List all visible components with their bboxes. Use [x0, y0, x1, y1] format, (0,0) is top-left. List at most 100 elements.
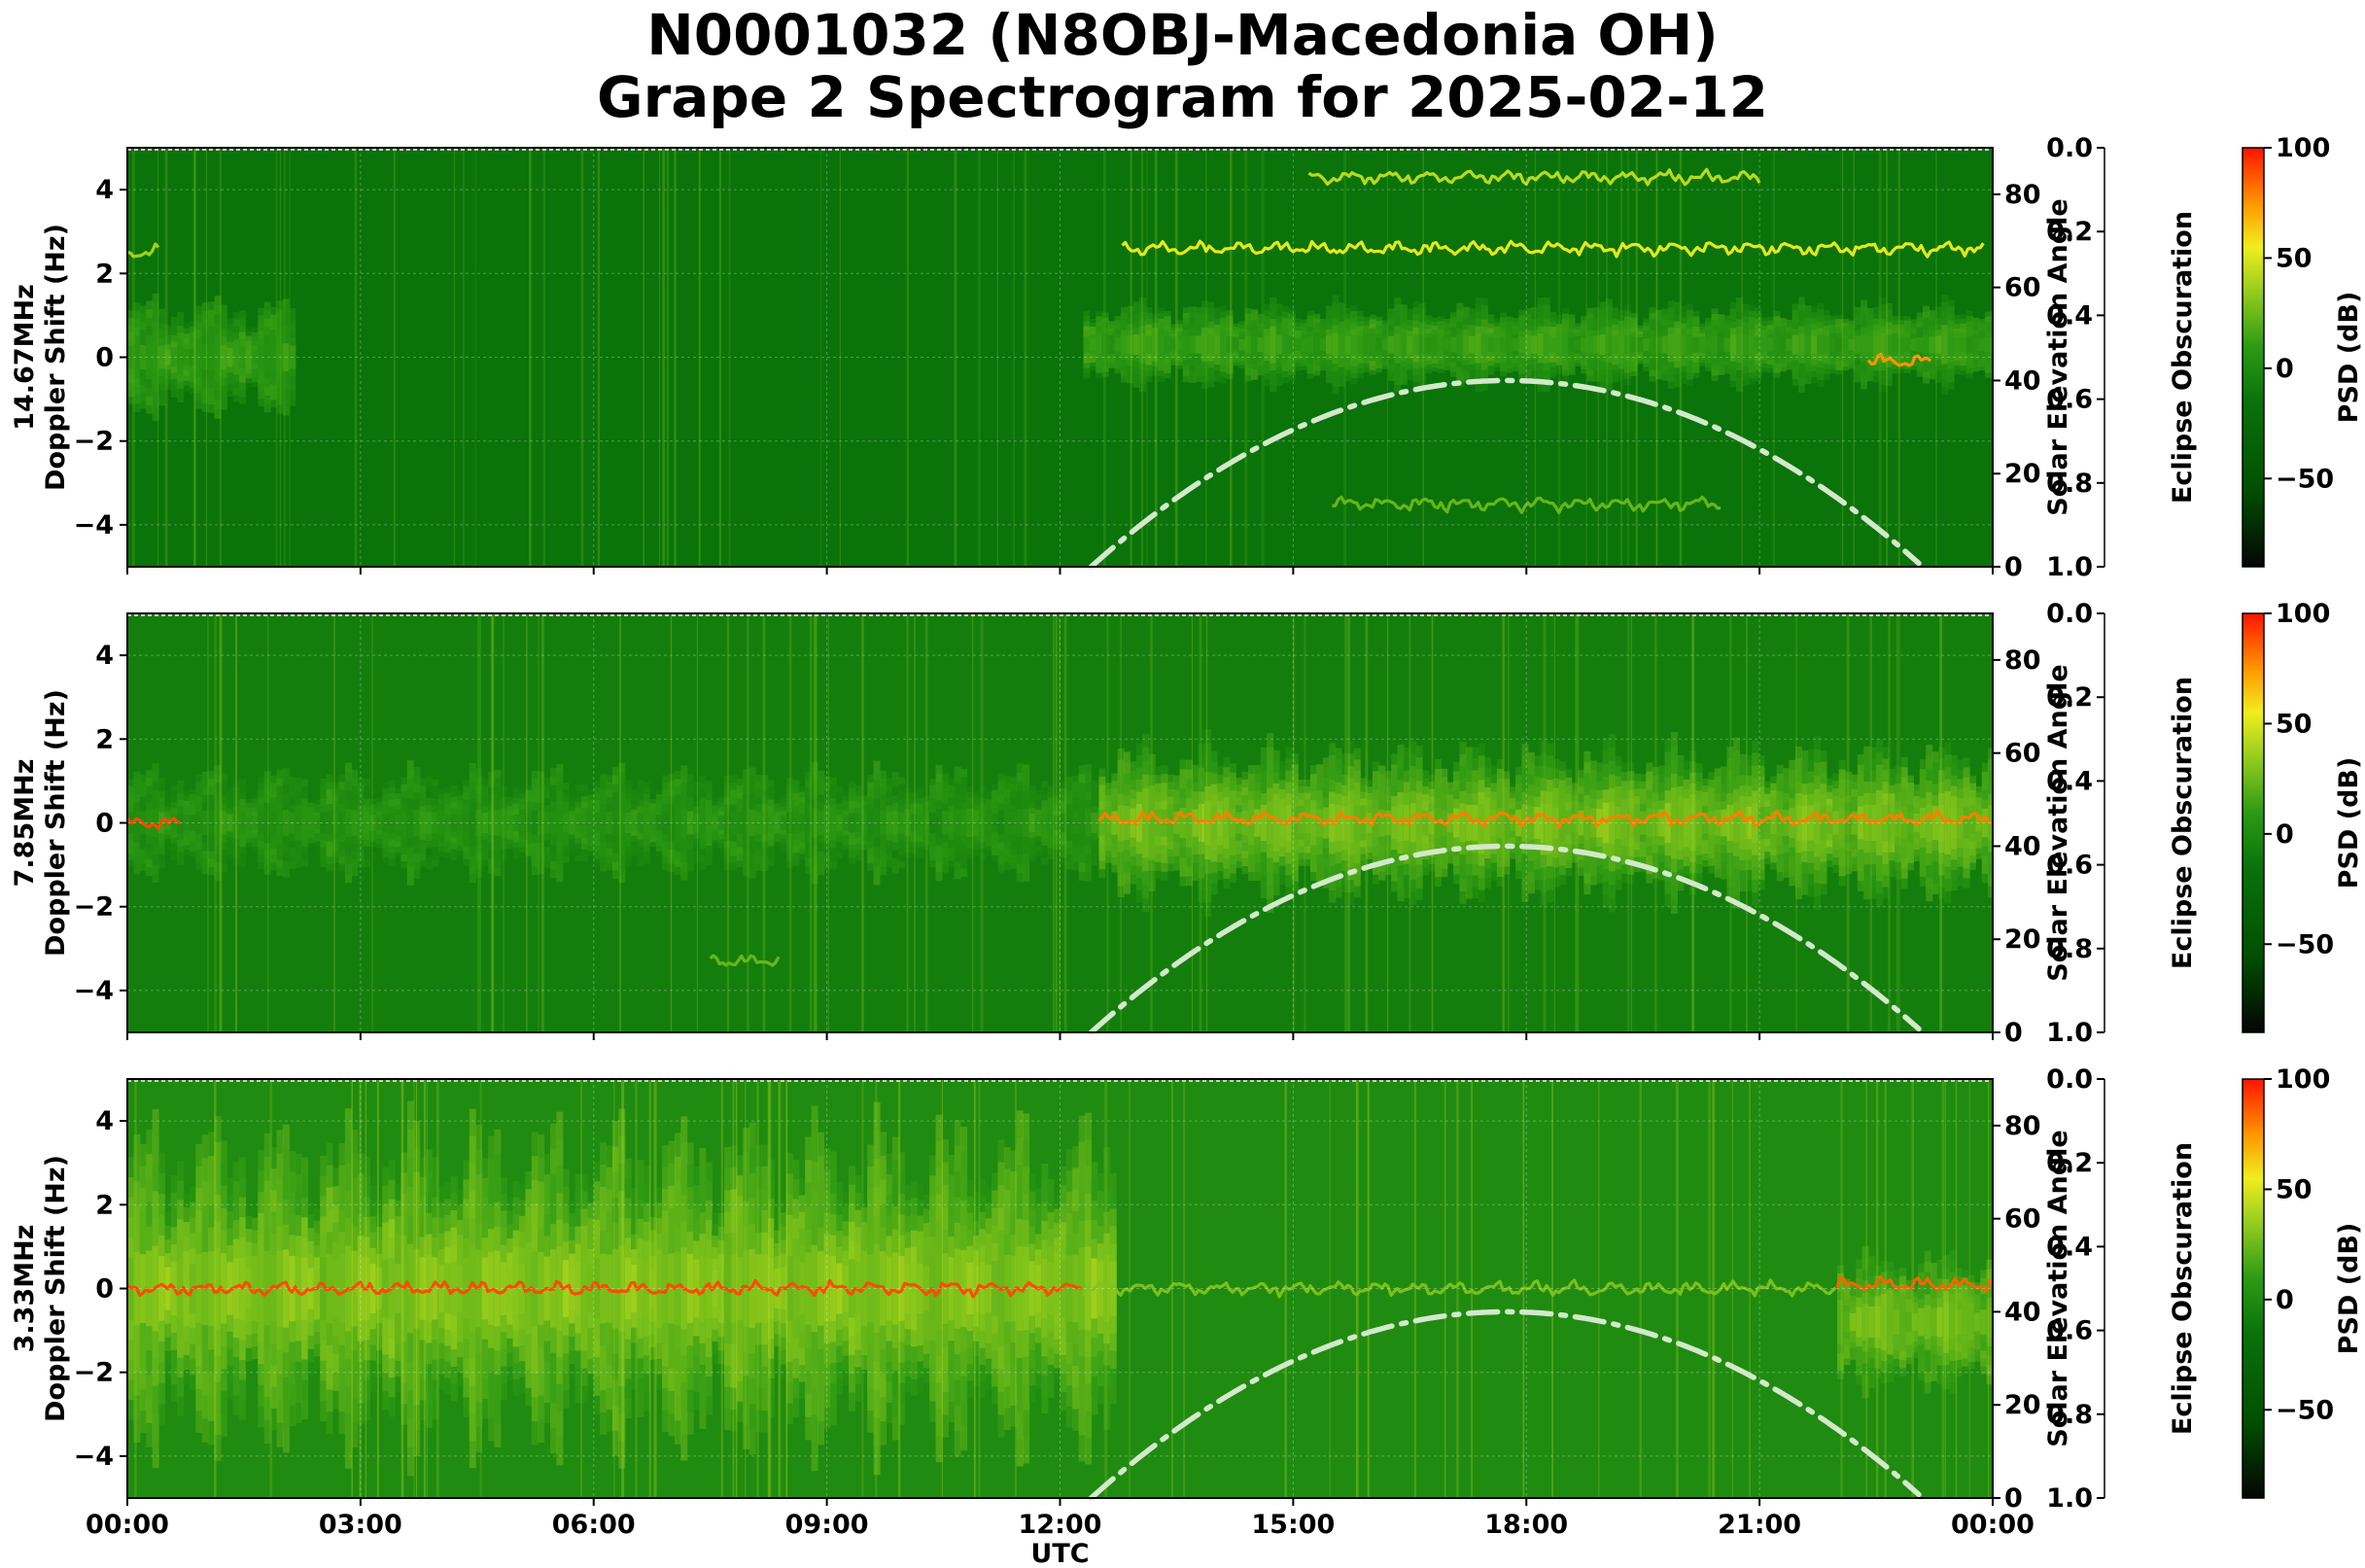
psd-tick-label: 0 — [2276, 1285, 2294, 1315]
psd-tick-label: 100 — [2276, 599, 2330, 629]
doppler-trace — [709, 954, 781, 967]
y-tick-label: 4 — [95, 1106, 114, 1136]
doppler-trace — [1866, 352, 1932, 367]
eclipse-tick-label: 0.0 — [2046, 133, 2093, 163]
elevation-tick-label: 80 — [2004, 180, 2041, 210]
y-tick-label: 4 — [95, 175, 114, 205]
y-tick-label: 2 — [95, 259, 114, 289]
y-tick-label: 2 — [95, 724, 114, 754]
psd-colorbar — [2242, 147, 2265, 568]
doppler-trace — [127, 1278, 1083, 1299]
psd-tick-label: −50 — [2276, 929, 2334, 959]
gridlines — [127, 1079, 1993, 1498]
doppler-trace — [1332, 495, 1722, 514]
elevation-axis-label: Solar Elevation Angle — [2043, 198, 2073, 515]
elevation-tick-label: 40 — [2004, 1297, 2041, 1327]
activity-region — [1837, 1242, 1993, 1402]
doppler-trace — [1081, 1278, 1837, 1299]
gridlines — [127, 613, 1993, 1032]
eclipse-axis-label: Eclipse Obscuration — [2168, 1142, 2198, 1435]
y-tick-label: −2 — [74, 1358, 114, 1388]
y-tick-label: −2 — [74, 892, 114, 923]
elevation-tick-label: 0 — [2004, 552, 2023, 582]
eclipse-tick-label: 1.0 — [2046, 1018, 2093, 1048]
elevation-axis-label: Solar Elevation Angle — [2043, 664, 2073, 981]
y-tick-label: 0 — [95, 1274, 114, 1305]
elevation-axis-label: Solar Elevation Angle — [2043, 1130, 2073, 1446]
psd-tick-label: 50 — [2276, 709, 2313, 739]
psd-tick-label: −50 — [2276, 464, 2334, 494]
psd-tick-label: 100 — [2276, 133, 2330, 163]
y-tick-label: 0 — [95, 809, 114, 839]
eclipse-tick-label: 0.2 — [2046, 1148, 2093, 1178]
x-tick-label: 03:00 — [319, 1510, 402, 1540]
spectrogram-area — [127, 1079, 1993, 1498]
eclipse-tick-label: 0.0 — [2046, 1064, 2093, 1095]
eclipse-tick-label: 0.4 — [2046, 300, 2093, 331]
y-tick-label: −4 — [74, 976, 114, 1006]
solar-elevation-curve — [1088, 1308, 1922, 1501]
spectrogram-area — [127, 148, 1993, 567]
doppler-axis-label: Doppler Shift (Hz) — [41, 1155, 71, 1422]
psd-tick-label: 50 — [2276, 243, 2313, 273]
eclipse-tick-label: 0.2 — [2046, 217, 2093, 247]
eclipse-tick-label: 0.6 — [2046, 1316, 2093, 1346]
x-tick-label: 12:00 — [1019, 1510, 1102, 1540]
psd-axis-label: PSD (dB) — [2334, 757, 2364, 889]
y-tick-label: 2 — [95, 1190, 114, 1220]
psd-axis-label: PSD (dB) — [2334, 292, 2364, 424]
psd-tick-label: 100 — [2276, 1064, 2330, 1095]
psd-axis-label: PSD (dB) — [2334, 1223, 2364, 1355]
eclipse-tick-label: 0.8 — [2046, 934, 2093, 964]
elevation-tick-label: 40 — [2004, 366, 2041, 396]
eclipse-tick-label: 0.0 — [2046, 599, 2093, 629]
panel-3-33mhz: 420−2−43.33MHz Doppler Shift (Hz)02040608… — [10, 1064, 2364, 1568]
x-tick-label: 09:00 — [785, 1510, 869, 1540]
eclipse-tick-label: 1.0 — [2046, 552, 2093, 582]
elevation-tick-label: 80 — [2004, 1111, 2041, 1141]
y-tick-label: 4 — [95, 641, 114, 671]
doppler-trace — [1097, 809, 1993, 829]
vertical-striations — [131, 148, 1937, 567]
eclipse-tick-label: 0.8 — [2046, 469, 2093, 499]
eclipse-axis-label: Eclipse Obscuration — [2168, 211, 2198, 504]
psd-colorbar — [2242, 1078, 2265, 1499]
panel-14-67mhz: 420−2−414.67MHz Doppler Shift (Hz)0204060… — [10, 133, 2364, 582]
figure-title-line-1: N0001032 (N8OBJ-Macedonia OH) — [646, 2, 1719, 68]
eclipse-tick-label: 0.4 — [2046, 766, 2093, 796]
y-tick-label: −4 — [74, 1442, 114, 1472]
figure-title-line-2: Grape 2 Spectrogram for 2025-02-12 — [597, 64, 1768, 130]
psd-colorbar — [2242, 612, 2265, 1033]
elevation-tick-label: 80 — [2004, 645, 2041, 676]
psd-tick-label: 0 — [2276, 354, 2294, 384]
psd-tick-label: −50 — [2276, 1395, 2334, 1425]
x-tick-label: 00:00 — [1951, 1510, 2035, 1540]
panel-7-85mhz: 420−2−47.85MHz Doppler Shift (Hz)02040608… — [10, 599, 2364, 1048]
spectrogram-area — [127, 613, 1993, 1032]
elevation-tick-label: 20 — [2004, 459, 2041, 489]
panel-frequency-label: 7.85MHz — [10, 759, 40, 888]
elevation-tick-label: 0 — [2004, 1018, 2023, 1048]
eclipse-tick-label: 0.4 — [2046, 1232, 2093, 1262]
doppler-trace — [1121, 239, 1985, 259]
doppler-axis-label: Doppler Shift (Hz) — [41, 689, 71, 957]
x-axis-label: UTC — [1030, 1539, 1089, 1568]
elevation-tick-label: 60 — [2004, 273, 2041, 303]
psd-tick-label: 50 — [2276, 1174, 2313, 1204]
x-tick-label: 06:00 — [552, 1510, 636, 1540]
elevation-tick-label: 20 — [2004, 924, 2041, 955]
elevation-tick-label: 0 — [2004, 1483, 2023, 1514]
activity-region — [127, 293, 296, 422]
panel-frequency-label: 3.33MHz — [10, 1225, 40, 1353]
solar-elevation-curve — [1088, 843, 1922, 1035]
eclipse-tick-label: 0.8 — [2046, 1400, 2093, 1430]
x-tick-label: 15:00 — [1251, 1510, 1335, 1540]
eclipse-tick-label: 1.0 — [2046, 1483, 2093, 1514]
vertical-striations — [207, 613, 1943, 1032]
doppler-trace — [1307, 167, 1761, 187]
eclipse-tick-label: 0.2 — [2046, 682, 2093, 713]
eclipse-axis-label: Eclipse Obscuration — [2168, 677, 2198, 969]
elevation-tick-label: 60 — [2004, 739, 2041, 769]
